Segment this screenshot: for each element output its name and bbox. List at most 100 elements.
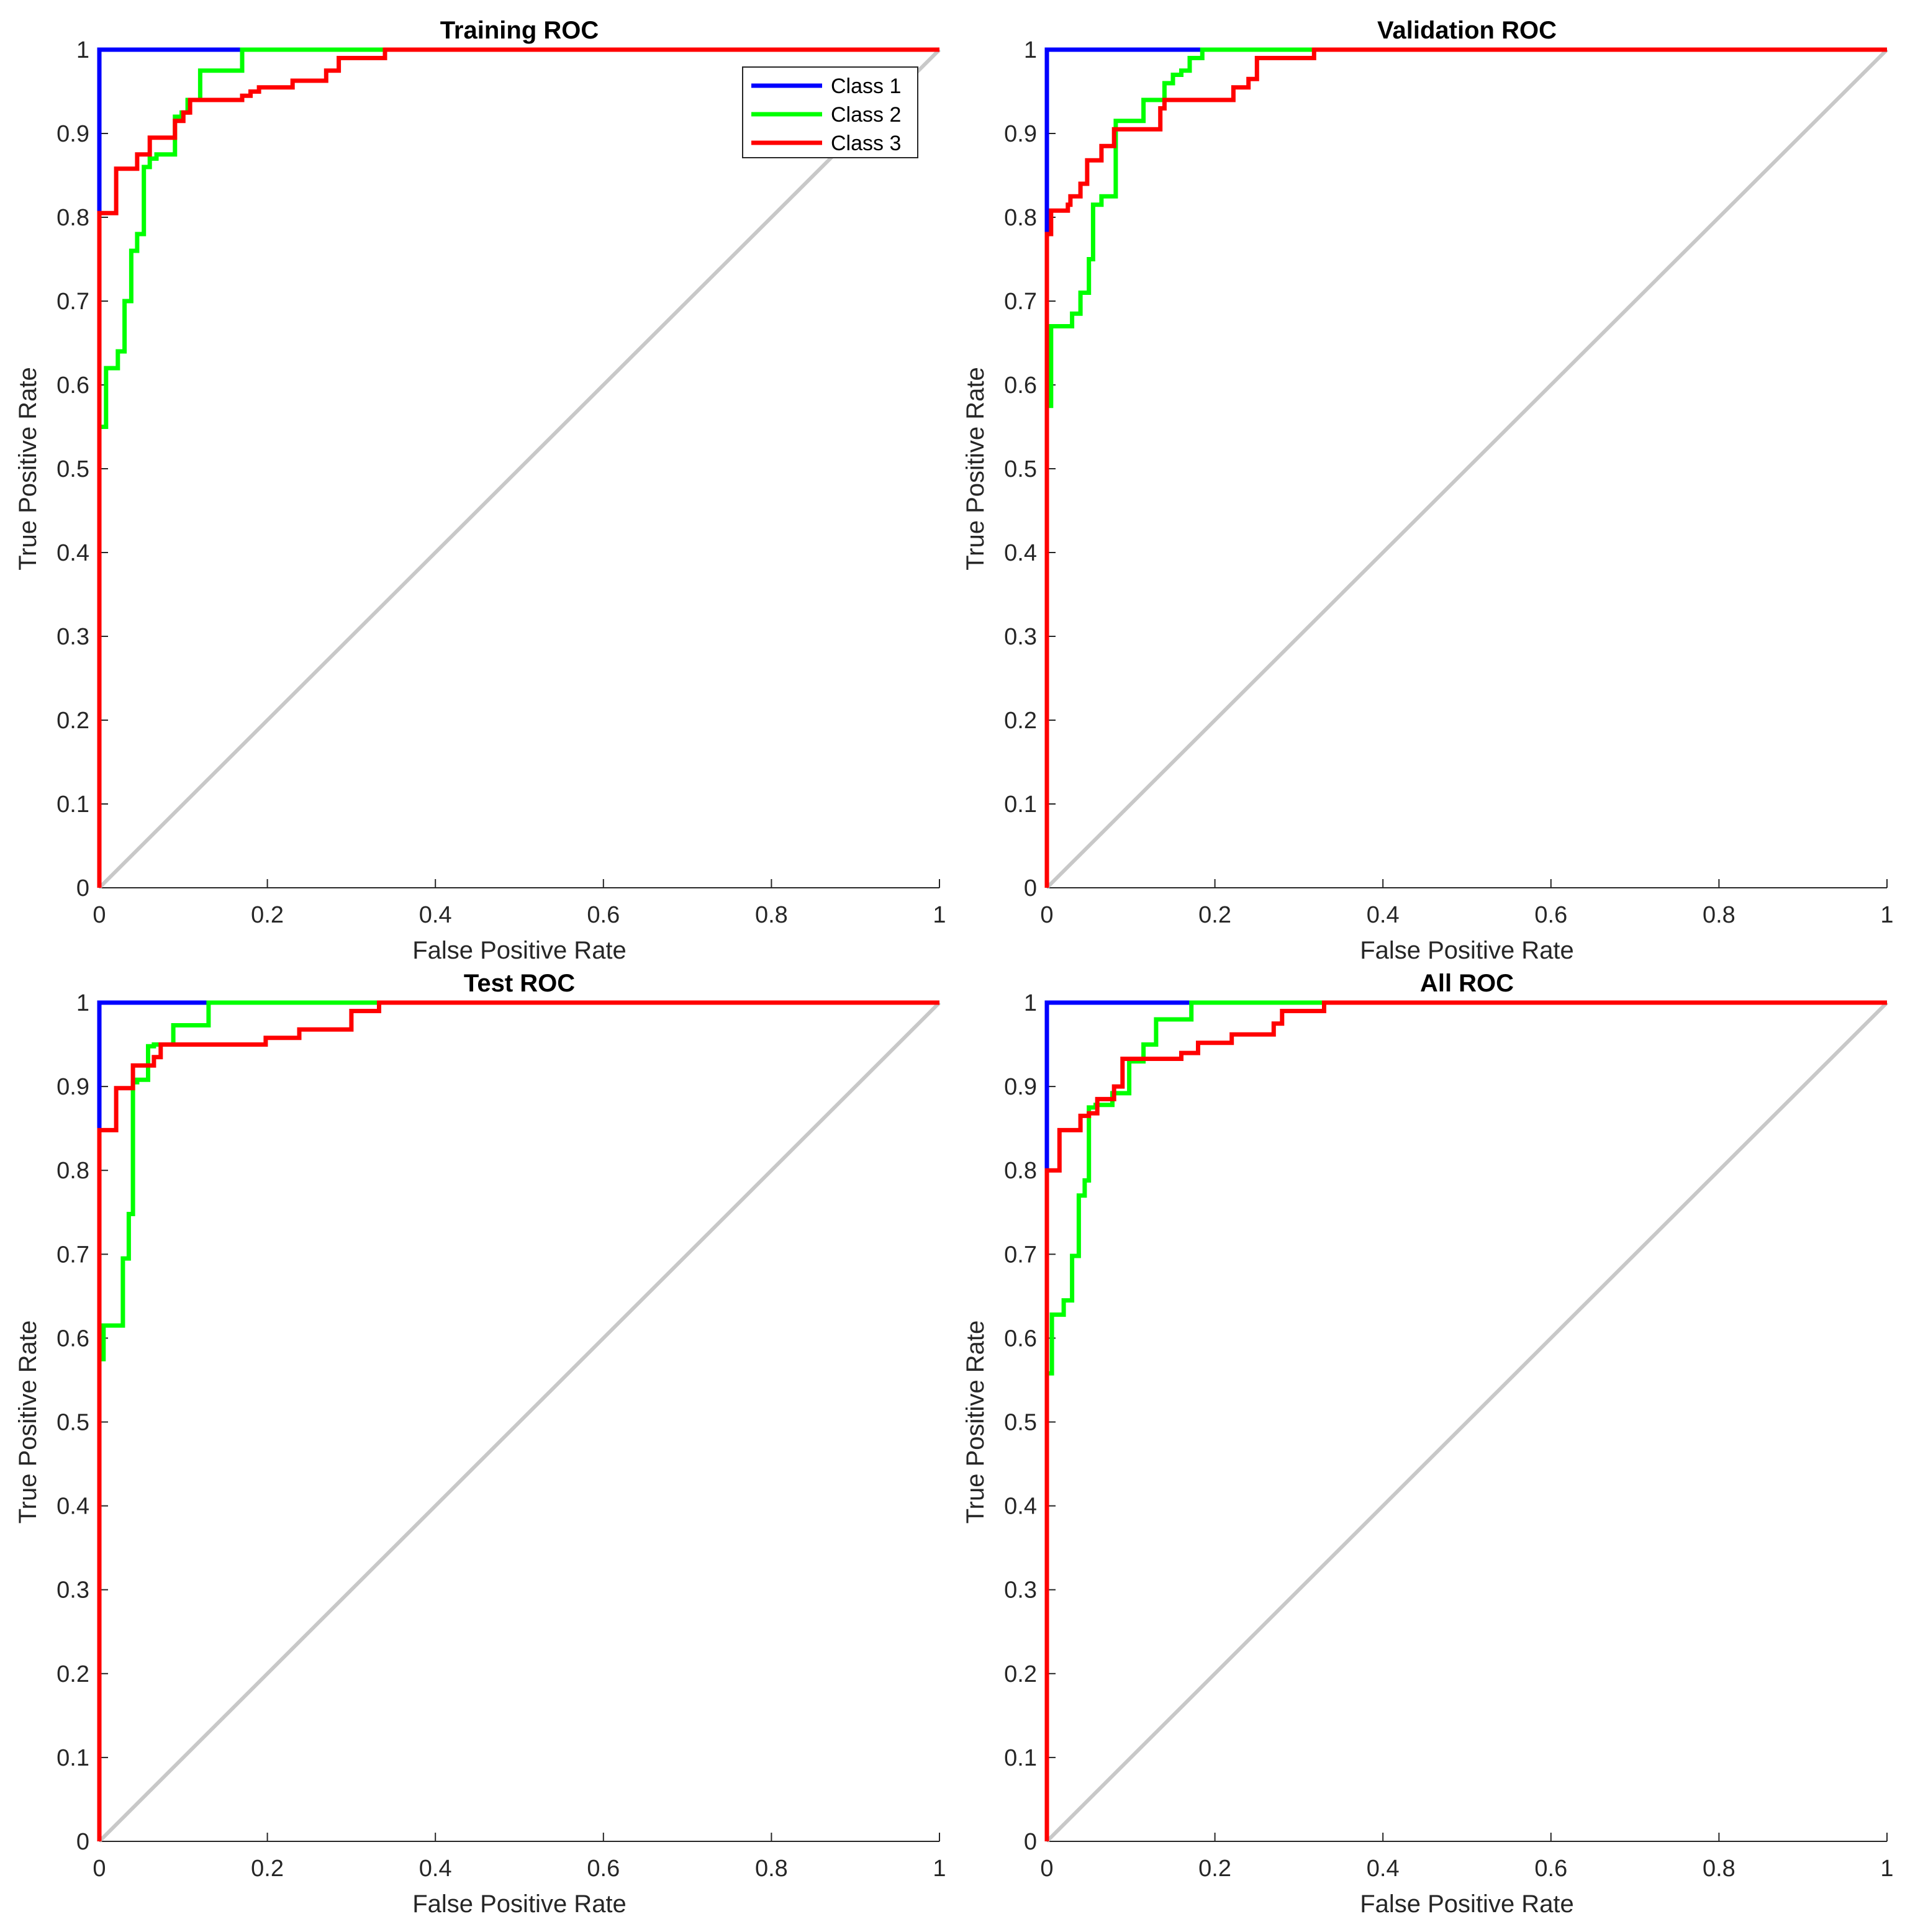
y-tick-label: 0.5 [1004, 1410, 1037, 1436]
y-tick-label: 0.7 [57, 1242, 89, 1268]
chart-title: Test ROC [464, 970, 575, 997]
panel-training: 0 0.1 0.2 0.3 0.4 0.5 0.6 0.7 0.8 0.9 1 0 0.2 0.4 0.6 0… [14, 17, 946, 964]
y-tick-label: 0.2 [57, 1661, 89, 1687]
x-tick-label: 0.4 [1367, 902, 1400, 928]
y-tick-label: 1 [1024, 990, 1037, 1016]
x-tick-label: 0.6 [1534, 902, 1567, 928]
chart-title: Validation ROC [1377, 17, 1557, 44]
y-tick-label: 0.9 [1004, 1074, 1037, 1100]
x-tick-label: 0.2 [251, 1856, 284, 1882]
y-tick-label: 0.6 [1004, 1325, 1037, 1352]
x-tick-label: 1 [933, 902, 946, 928]
y-tick-label: 0.8 [57, 1158, 89, 1184]
x-tick-label: 0.4 [419, 1856, 452, 1882]
y-tick-label: 1 [76, 990, 89, 1016]
y-tick-label: 0.1 [1004, 1745, 1037, 1771]
y-tick-label: 0 [76, 875, 89, 901]
chance-diagonal-line [97, 48, 941, 890]
chart-title: All ROC [1420, 970, 1514, 997]
y-tick-label: 0 [1024, 875, 1037, 901]
y-tick-label: 0.2 [1004, 708, 1037, 734]
chance-diagonal-line [1045, 1001, 1889, 1843]
x-tick-label: 0.8 [1703, 1856, 1735, 1882]
chart-title: Training ROC [440, 17, 599, 44]
y-tick-label: 0.4 [57, 540, 89, 566]
y-tick-label: 0.3 [1004, 624, 1037, 650]
x-tick-label: 0.2 [1198, 902, 1231, 928]
y-tick-label: 0.2 [1004, 1661, 1037, 1687]
x-tick-label: 0.8 [755, 902, 788, 928]
x-tick-label: 1 [1880, 1856, 1893, 1882]
y-tick-label: 0.9 [57, 1074, 89, 1100]
roc-curve-class-2 [97, 1000, 939, 1841]
roc-curve-class-3 [97, 47, 939, 888]
y-tick-label: 0.7 [1004, 1242, 1037, 1268]
x-tick-label: 1 [933, 1856, 946, 1882]
y-tick-label: 0.4 [57, 1494, 89, 1520]
x-tick-label: 1 [1880, 902, 1893, 928]
y-tick-label: 0.9 [57, 121, 89, 147]
y-tick-label: 0.3 [1004, 1578, 1037, 1604]
x-tick-label: 0.6 [1534, 1856, 1567, 1882]
y-axis-label: True Positive Rate [14, 1320, 42, 1524]
y-tick-label: 0.8 [1004, 205, 1037, 231]
y-tick-label: 0.1 [57, 1745, 89, 1771]
y-tick-label: 1 [76, 37, 89, 63]
x-tick-label: 0 [93, 1856, 106, 1882]
x-tick-label: 0 [1040, 1856, 1053, 1882]
x-tick-label: 0.8 [755, 1856, 788, 1882]
y-tick-label: 0.5 [1004, 456, 1037, 482]
x-tick-label: 0.4 [1367, 1856, 1400, 1882]
panel-validation: 0 0.1 0.2 0.3 0.4 0.5 0.6 0.7 0.8 0.9 1 0 0.2 0.4 0.6 0… [962, 17, 1894, 964]
roc-curve-class-3 [1044, 47, 1887, 888]
y-tick-label: 0.3 [57, 1578, 89, 1604]
roc-curve-class-3 [1044, 1000, 1887, 1841]
roc-curve-class-2 [1044, 1000, 1887, 1841]
y-tick-label: 1 [1024, 37, 1037, 63]
y-tick-label: 0.6 [1004, 372, 1037, 399]
x-axis-label: False Positive Rate [1360, 937, 1574, 964]
y-tick-label: 0.1 [57, 792, 89, 818]
y-tick-label: 0.6 [57, 1325, 89, 1352]
panel-all: 0 0.1 0.2 0.3 0.4 0.5 0.6 0.7 0.8 0.9 1 0 0.2 0.4 0.6 0… [962, 970, 1894, 1918]
legend: Class 1 Class 2 Class 3 [742, 66, 918, 158]
roc-curve-class-2 [1044, 47, 1887, 888]
x-tick-label: 0 [93, 902, 106, 928]
legend-label-class-2: Class 2 [831, 103, 901, 127]
x-tick-label: 0.4 [419, 902, 452, 928]
x-tick-label: 0.6 [587, 1856, 620, 1882]
y-tick-label: 0.5 [57, 1410, 89, 1436]
y-axis-label: True Positive Rate [962, 367, 989, 571]
y-axis-label: True Positive Rate [962, 1320, 989, 1524]
panel-test: 0 0.1 0.2 0.3 0.4 0.5 0.6 0.7 0.8 0.9 1 0 0.2 0.4 0.6 0… [14, 970, 946, 1918]
y-tick-label: 0.9 [1004, 121, 1037, 147]
y-tick-label: 0.6 [57, 372, 89, 399]
y-tick-label: 0.4 [1004, 540, 1037, 566]
y-tick-label: 0.7 [57, 289, 89, 315]
y-tick-label: 0.8 [1004, 1158, 1037, 1184]
legend-label-class-1: Class 1 [831, 74, 901, 98]
y-tick-label: 0.1 [1004, 792, 1037, 818]
y-tick-label: 0.3 [57, 624, 89, 650]
x-tick-label: 0 [1040, 902, 1053, 928]
x-tick-label: 0.2 [251, 902, 284, 928]
y-tick-label: 0.4 [1004, 1494, 1037, 1520]
y-tick-label: 0.8 [57, 205, 89, 231]
y-tick-label: 0.7 [1004, 289, 1037, 315]
y-tick-label: 0 [1024, 1829, 1037, 1855]
chance-diagonal-line [1045, 48, 1889, 890]
x-tick-label: 0.2 [1198, 1856, 1231, 1882]
x-axis-label: False Positive Rate [1360, 1890, 1574, 1918]
x-tick-label: 0.8 [1703, 902, 1735, 928]
x-axis-label: False Positive Rate [412, 937, 627, 964]
legend-label-class-3: Class 3 [831, 132, 901, 155]
y-tick-label: 0.5 [57, 456, 89, 482]
x-tick-label: 0.6 [587, 902, 620, 928]
x-axis-label: False Positive Rate [412, 1890, 627, 1918]
y-axis-label: True Positive Rate [14, 367, 42, 571]
roc-curve-class-3 [97, 1000, 939, 1841]
y-tick-label: 0.2 [57, 708, 89, 734]
y-tick-label: 0 [76, 1829, 89, 1855]
chance-diagonal-line [97, 1001, 941, 1843]
